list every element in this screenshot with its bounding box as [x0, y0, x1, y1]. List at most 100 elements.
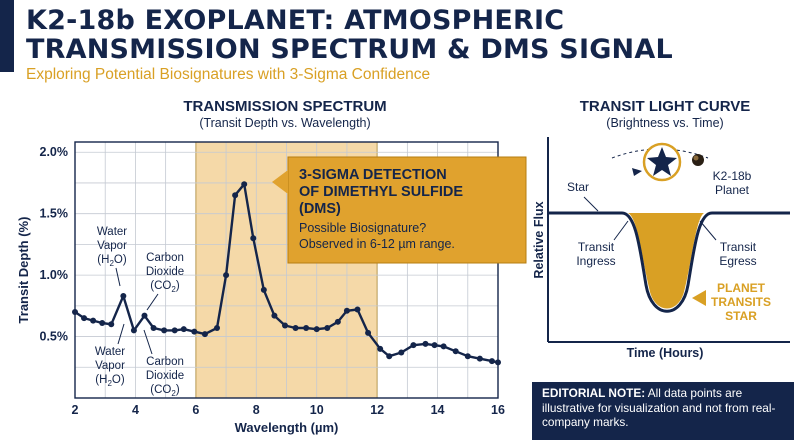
water-label-top: Water	[97, 226, 127, 238]
spectrum-point	[488, 358, 495, 365]
water-label-bottom: Water	[95, 346, 125, 358]
star-label: Star	[567, 180, 589, 194]
water-label-bottom: Vapor	[95, 360, 125, 372]
lightcurve-subtitle: (Brightness vs. Time)	[606, 116, 724, 130]
lightcurve-title: TRANSIT LIGHT CURVE	[579, 98, 751, 115]
ingress-label: Ingress	[576, 254, 615, 268]
spectrum-point	[495, 359, 501, 366]
transit-dip-fill	[628, 213, 704, 309]
spectrum-point	[201, 331, 208, 338]
spectrum-point	[130, 327, 137, 334]
spectrum-point	[171, 327, 178, 334]
transit-arrow-icon	[692, 290, 706, 306]
star-label-leader	[583, 196, 599, 212]
orbit-arrow-icon	[632, 168, 642, 176]
editorial-note-text: All data points are illustrative for vis…	[542, 386, 776, 429]
y-tick-label: 1.0%	[40, 268, 69, 282]
spectrum-point	[334, 318, 341, 325]
carbon-label-bottom: Carbon	[146, 356, 184, 368]
x-tick-label: 6	[192, 403, 199, 417]
spectrum-point	[324, 324, 331, 331]
dms-callout-title: (DMS)	[299, 201, 341, 217]
spectrum-point	[343, 307, 350, 314]
x-tick-label: 4	[132, 403, 139, 417]
light-curve-line	[548, 211, 790, 313]
y-axis-label: Transit Depth (%)	[16, 217, 31, 324]
editorial-note-label: EDITORIAL NOTE:	[542, 386, 646, 400]
ingress-leader	[613, 220, 629, 241]
egress-label: Transit	[720, 240, 757, 254]
x-tick-label: 14	[431, 403, 445, 417]
ingress-label: Transit	[578, 240, 615, 254]
page-subtitle: Exploring Potential Biosignatures with 3…	[26, 66, 431, 83]
spectrum-point	[292, 324, 299, 331]
transit-label: PLANET	[717, 281, 766, 295]
carbon-label-bottom: (CO2)	[150, 384, 180, 398]
spectrum-point	[260, 286, 267, 293]
spectrum-point	[431, 342, 438, 349]
spectrum-point	[313, 326, 320, 333]
dms-callout-title: OF DIMETHYL SULFIDE	[299, 184, 463, 200]
spectrum-point	[223, 272, 230, 279]
spectrum-point	[440, 343, 447, 350]
x-tick-label: 16	[491, 403, 505, 417]
spectrum-point	[452, 348, 459, 355]
spectrum-point	[108, 321, 115, 328]
star-icon	[647, 147, 677, 176]
spectrum-point	[90, 317, 97, 324]
carbon-label-top: (CO2)	[150, 280, 180, 294]
egress-label: Egress	[719, 254, 756, 268]
spectrum-point	[141, 312, 148, 319]
transit-label: STAR	[725, 309, 757, 323]
transit-label: TRANSITS	[711, 295, 771, 309]
spectrum-point	[398, 349, 405, 356]
spectrum-point	[241, 181, 248, 188]
water-label-top: Vapor	[97, 240, 127, 252]
water-label-bottom: (H2O)	[95, 374, 125, 388]
x-tick-label: 2	[72, 403, 79, 417]
spectrum-point	[386, 353, 393, 360]
planet-highlight-icon	[693, 155, 699, 161]
planet-icon	[692, 154, 704, 166]
dms-callout-title: 3-SIGMA DETECTION	[299, 167, 447, 183]
carbon-label-top-leader	[146, 293, 159, 311]
spectrum-point	[161, 327, 168, 334]
spectrum-point	[281, 322, 288, 329]
spectrum-point	[303, 324, 310, 331]
y-tick-label: 0.5%	[40, 330, 69, 344]
carbon-label-top: Carbon	[146, 252, 184, 264]
spectrum-subtitle: (Transit Depth vs. Wavelength)	[199, 116, 371, 130]
spectrum-point	[476, 355, 483, 362]
y-tick-label: 2.0%	[40, 145, 69, 159]
planet-label: K2-18b	[713, 169, 752, 183]
water-label-top: (H2O)	[97, 254, 127, 268]
plot-frame	[74, 141, 499, 399]
spectrum-point	[271, 312, 278, 319]
water-label-bottom-leader	[117, 323, 125, 345]
x-tick-label: 10	[310, 403, 324, 417]
spectrum-point	[81, 315, 88, 322]
spectrum-point	[180, 326, 187, 333]
spectrum-point	[150, 324, 157, 331]
x-axis-label: Wavelength (µm)	[235, 420, 339, 435]
water-label-top-leader	[115, 267, 121, 287]
editorial-note: EDITORIAL NOTE: All data points are illu…	[532, 382, 794, 440]
dms-callout-pointer	[272, 170, 288, 194]
egress-leader	[699, 220, 717, 241]
spectrum-point	[120, 293, 127, 300]
spectrum-point	[250, 235, 257, 242]
spectrum-point	[422, 340, 429, 347]
dms-callout-box	[287, 156, 527, 264]
carbon-label-top: Dioxide	[146, 266, 184, 278]
spectrum-point	[377, 345, 384, 352]
x-tick-label: 12	[370, 403, 384, 417]
dms-callout-body: Observed in 6-12 µm range.	[299, 237, 455, 251]
spectrum-point	[214, 324, 221, 331]
y-tick-label: 1.5%	[40, 207, 69, 221]
dms-callout-body: Possible Biosignature?	[299, 221, 426, 235]
planet-label: Planet	[715, 183, 750, 197]
carbon-label-bottom-leader	[143, 329, 153, 355]
spectrum-point	[365, 329, 372, 336]
title-accent-bar	[0, 0, 14, 72]
